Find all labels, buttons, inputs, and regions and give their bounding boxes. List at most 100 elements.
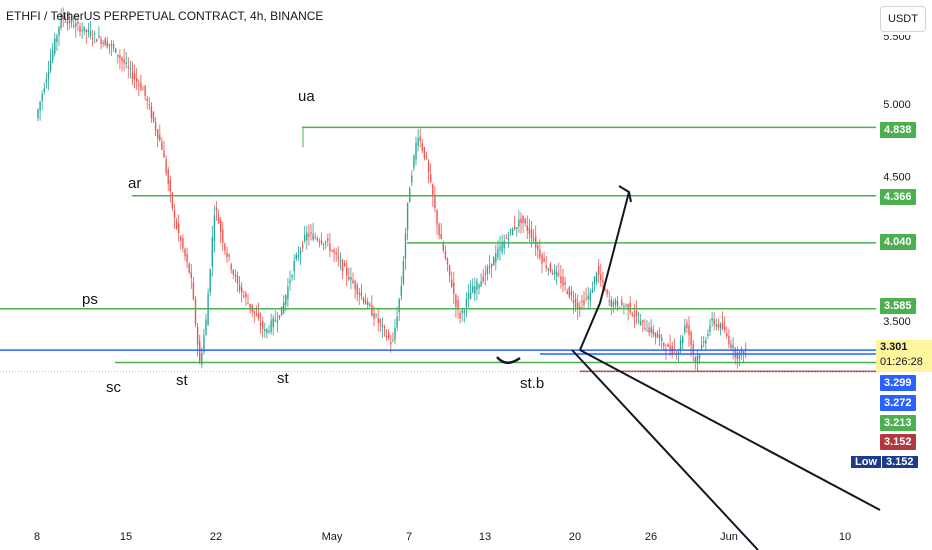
candle-body: [81, 30, 83, 32]
candle-body: [385, 335, 388, 337]
candle-body: [106, 41, 108, 48]
candle-body: [396, 316, 398, 328]
candle-body: [707, 333, 709, 336]
candle-body: [173, 210, 176, 218]
up-arrow-head: [618, 185, 632, 203]
candle-body: [679, 339, 682, 351]
candle-body: [574, 298, 577, 308]
candle-body: [602, 280, 604, 283]
candle-body: [186, 253, 188, 263]
candle-body: [480, 281, 482, 287]
candle-body: [423, 147, 426, 159]
candle-body: [451, 279, 453, 287]
candle-body: [62, 16, 64, 20]
candle-body: [644, 328, 646, 330]
candle-body: [598, 266, 600, 275]
candle-body: [520, 218, 522, 224]
candle-body: [87, 29, 90, 33]
candle-body: [274, 320, 276, 322]
candle-body: [299, 250, 302, 255]
price-tag-4366: 4.366: [880, 189, 916, 205]
candle-body: [560, 276, 562, 284]
candle-body: [436, 209, 438, 225]
candle-body: [150, 105, 153, 119]
candle-body: [648, 327, 650, 333]
down-line-steep: [571, 349, 759, 550]
candle-body: [285, 295, 287, 306]
candle-body: [184, 248, 186, 257]
candle-body: [205, 319, 207, 335]
candle-body: [684, 325, 686, 333]
candle-body: [306, 232, 308, 241]
candle-body: [379, 319, 381, 324]
candle-body: [543, 258, 545, 262]
candle-body: [320, 240, 323, 244]
candle-body: [526, 225, 528, 231]
candle-body: [79, 26, 81, 33]
candle-body: [627, 304, 629, 311]
candle-body: [289, 280, 291, 284]
candle-body: [37, 109, 39, 119]
candle-body: [228, 254, 230, 257]
candle-body: [686, 323, 688, 329]
candle-body: [230, 264, 232, 270]
candle-body: [373, 312, 375, 319]
x-tick-label: 13: [479, 531, 491, 543]
candle-body: [476, 280, 478, 290]
candle-body: [469, 291, 472, 300]
candle-body: [577, 302, 579, 310]
candle-body: [732, 345, 734, 349]
candle-body: [127, 66, 129, 68]
candle-body: [558, 273, 560, 275]
candle-body: [514, 226, 516, 230]
candle-body: [511, 228, 514, 235]
x-tick-label: 15: [120, 531, 132, 543]
candle-body: [104, 38, 106, 46]
candle-body: [283, 302, 285, 314]
candle-body: [553, 270, 556, 275]
candle-body: [110, 44, 113, 46]
candle-body: [394, 328, 396, 340]
candle-body: [45, 79, 48, 84]
candle-body: [522, 215, 524, 224]
candle-body: [375, 314, 377, 316]
candle-body: [268, 331, 270, 333]
candle-body: [503, 240, 505, 249]
candle-body: [579, 306, 581, 309]
candle-body: [501, 242, 503, 253]
candle-body: [232, 270, 234, 275]
candle-body: [157, 129, 159, 139]
candle-body: [276, 320, 279, 323]
candle-body: [654, 332, 657, 337]
candle-body: [717, 323, 720, 328]
candle-body: [83, 26, 85, 32]
low-tag: Low 3.152: [851, 454, 918, 470]
candle-body: [236, 275, 239, 284]
candle-body: [264, 329, 266, 332]
candle-body: [123, 59, 125, 64]
candle-body: [390, 342, 392, 345]
candle-body: [547, 268, 549, 270]
candle-body: [364, 300, 367, 305]
x-tick-label: 10: [839, 531, 851, 543]
candle-body: [293, 260, 295, 272]
candle-body: [142, 89, 144, 91]
candle-body: [270, 320, 272, 332]
candle-body: [335, 252, 337, 255]
y-tick-label: 5.000: [883, 99, 911, 111]
candle-body: [551, 272, 554, 275]
candle-body: [304, 234, 306, 241]
currency-button[interactable]: USDT: [880, 6, 926, 32]
candle-body: [556, 271, 558, 277]
candle-body: [41, 93, 43, 101]
candle-body: [398, 298, 400, 312]
candle-body: [438, 224, 440, 236]
x-tick-label: 22: [210, 531, 222, 543]
annotation-ps: ps: [82, 291, 98, 308]
x-tick-label: 20: [569, 531, 581, 543]
candle-body: [465, 298, 468, 307]
candle-body: [570, 291, 573, 296]
candle-body: [356, 284, 358, 294]
price-tag-3272: 3.272: [880, 395, 916, 411]
